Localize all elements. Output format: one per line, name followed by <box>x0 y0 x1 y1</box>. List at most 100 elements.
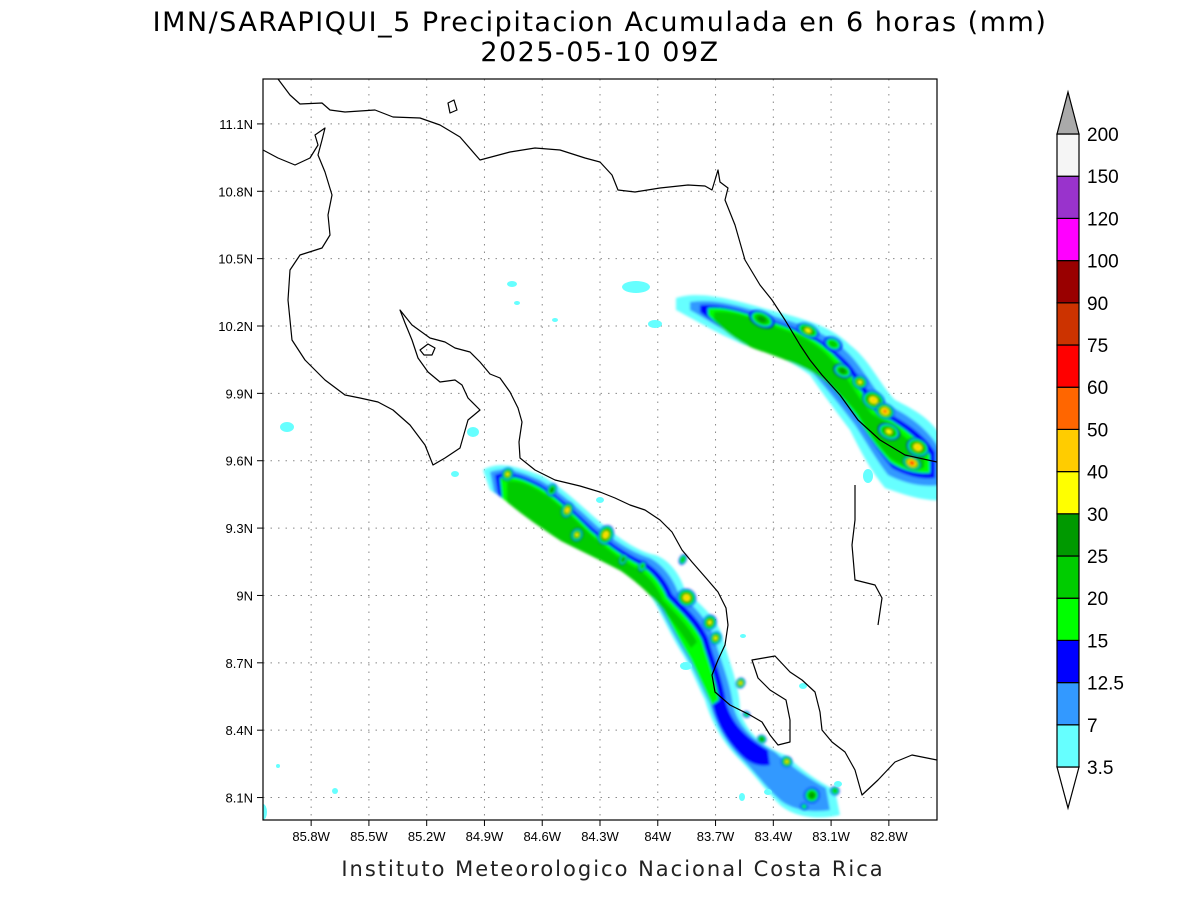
colorbar-swatch <box>1056 555 1080 599</box>
x-tick-label: 85.5W <box>350 829 388 844</box>
colorbar-label: 20 <box>1087 589 1108 610</box>
rain-cell-level <box>910 461 914 465</box>
rain-cell <box>677 588 697 607</box>
plot-frame <box>262 78 938 821</box>
rain-band-pacific-core <box>507 481 697 648</box>
gridlines <box>263 79 937 820</box>
rain-speck <box>863 469 873 483</box>
rain-cell-level <box>809 792 815 799</box>
map-timestamp: 2025-05-10 09Z <box>480 37 719 68</box>
rain-cell <box>709 631 722 645</box>
y-tick-label: 10.2N <box>218 319 253 334</box>
colorbar-label: 15 <box>1087 631 1108 652</box>
rain-cell <box>902 455 922 471</box>
rain-cell-level <box>885 429 892 435</box>
rain-cell <box>501 467 514 481</box>
colorbar-swatch <box>1056 217 1080 262</box>
colorbar-min-arrow <box>1056 766 1080 811</box>
coast-line-north <box>277 79 937 463</box>
rain-cell <box>546 483 558 497</box>
rain-cell-level <box>640 563 645 569</box>
colorbar-swatch <box>1056 639 1080 684</box>
rain-cell <box>757 734 767 744</box>
rain-cell-level <box>883 409 887 414</box>
colorbar-swatch <box>1056 260 1080 304</box>
x-tick-label: 83.4W <box>755 829 793 844</box>
rain-speck <box>276 764 280 768</box>
rain-cell <box>800 803 808 810</box>
rain-speck <box>467 427 479 437</box>
rain-cell <box>638 560 647 572</box>
y-tick-label: 9.3N <box>226 521 253 536</box>
colorbar-swatch <box>1056 175 1080 219</box>
rain-speck <box>680 662 692 670</box>
precipitation-field <box>483 295 937 818</box>
rain-cell-level <box>857 380 863 385</box>
x-tick-label: 83.7W <box>697 829 735 844</box>
rain-cell-level <box>801 804 807 809</box>
rain-cell <box>781 755 793 768</box>
rain-speck <box>263 804 267 820</box>
colorbar-label: 90 <box>1087 294 1108 315</box>
rain-cell-level <box>832 788 838 793</box>
x-tick-label: 84.3W <box>581 829 619 844</box>
rain-speck <box>552 318 558 322</box>
colorbar-label: 100 <box>1087 252 1119 273</box>
colorbar-label: 7 <box>1087 716 1098 737</box>
y-tick-label: 9N <box>236 588 253 603</box>
isolated-showers <box>263 281 937 820</box>
rain-cell <box>823 336 843 352</box>
rain-cell-level <box>915 444 921 450</box>
rain-speck <box>622 281 650 293</box>
rain-cell-level <box>839 368 846 374</box>
x-tick-label: 84W <box>644 829 671 844</box>
x-axis: 85.8W 85.5W 85.2W 84.9W 84.6W 84.3W 84W 83.7W 83… <box>292 820 908 844</box>
rain-cell-level <box>621 557 625 562</box>
rain-speck <box>739 793 745 801</box>
coast-line-pacific <box>263 127 937 796</box>
rain-cell <box>702 614 717 631</box>
rain-cell <box>678 554 688 565</box>
rain-speck <box>280 422 294 432</box>
rain-speck <box>764 789 772 795</box>
rain-cell <box>749 310 775 329</box>
colorbar-swatch <box>1056 386 1080 431</box>
rain-cell-level <box>785 760 789 764</box>
y-tick-label: 11.1N <box>219 117 253 132</box>
colorbar-label: 200 <box>1087 125 1119 146</box>
y-tick-label: 8.4N <box>226 723 253 738</box>
precipitation-cells <box>501 310 929 810</box>
rain-cell-level <box>739 681 743 685</box>
coastline <box>263 79 937 796</box>
rain-speck <box>596 497 604 503</box>
x-tick-label: 84.9W <box>466 829 504 844</box>
rain-cell-level <box>828 340 838 348</box>
island-lake-nicaragua <box>447 99 458 114</box>
rain-speck <box>740 634 746 638</box>
x-tick-label: 85.2W <box>408 829 446 844</box>
colorbar-swatch <box>1056 724 1080 768</box>
y-tick-label: 8.1N <box>226 791 253 806</box>
y-axis: 8.1N 8.4N 8.7N 9N 9.3N 9.6N 9.9N 10.2N 10.5N 10.8… <box>218 117 263 806</box>
map-title: IMN/SARAPIQUI_5 Precipitacion Acumulada … <box>153 7 1048 38</box>
x-tick-label: 85.8W <box>292 829 330 844</box>
colorbar-label: 50 <box>1087 420 1108 441</box>
colorbar-swatch <box>1056 513 1080 557</box>
rain-cell-level <box>760 737 764 741</box>
colorbar-swatch <box>1056 597 1080 642</box>
rain-cell-level <box>713 636 718 640</box>
rain-cell <box>735 677 746 689</box>
rain-cell-level <box>603 532 608 538</box>
rain-cell-level <box>680 557 685 562</box>
rain-cell <box>561 502 574 518</box>
colorbar-swatch <box>1056 133 1080 177</box>
rain-cell <box>804 787 820 804</box>
rain-cell-level <box>870 397 877 403</box>
y-tick-label: 9.9N <box>226 386 253 401</box>
y-tick-label: 10.8N <box>218 184 253 199</box>
rain-cell-level <box>707 620 712 625</box>
colorbar-label: 150 <box>1087 167 1119 188</box>
island-gulf <box>419 343 436 356</box>
colorbar: 3.5 7 12.5 15 20 25 30 40 50 60 75 90 100 120 150 200 <box>1056 89 1124 811</box>
